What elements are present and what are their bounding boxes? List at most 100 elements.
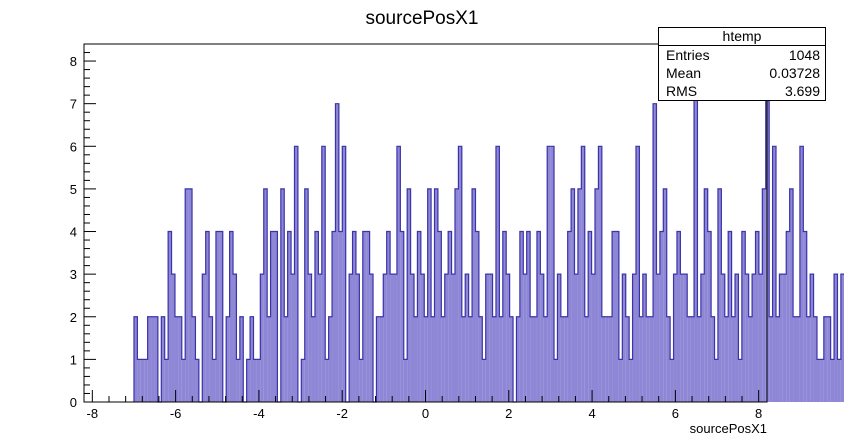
histogram-bin xyxy=(649,316,654,402)
histogram-bin xyxy=(646,316,650,402)
histogram-bin xyxy=(680,274,684,402)
histogram-bin xyxy=(615,231,619,402)
histogram-bin xyxy=(789,188,794,402)
histogram-bin xyxy=(673,274,677,402)
chart-title: sourcePosX1 xyxy=(365,8,479,29)
histogram-bin xyxy=(161,316,165,402)
y-tick-label: 4 xyxy=(70,225,77,240)
histogram-bin xyxy=(376,316,380,402)
histogram-bin xyxy=(492,316,496,402)
histogram-bin xyxy=(772,146,776,402)
histogram-bin xyxy=(752,274,756,402)
histogram-bin xyxy=(379,316,384,402)
stats-box-title: htemp xyxy=(659,28,825,46)
histogram-bin xyxy=(325,359,329,402)
histogram-bin xyxy=(478,316,483,402)
histogram-bin xyxy=(431,316,435,402)
histogram-bin xyxy=(806,316,811,402)
histogram-bin xyxy=(591,274,595,402)
x-tick-label: 6 xyxy=(672,406,679,421)
histogram-bin xyxy=(366,231,370,402)
histogram-bin xyxy=(704,188,708,402)
histogram-bin xyxy=(318,274,322,402)
histogram-bin xyxy=(574,274,578,402)
histogram-bin xyxy=(154,316,158,402)
histogram-bin xyxy=(427,188,432,402)
histogram-bin xyxy=(472,188,476,402)
histogram-bin xyxy=(267,316,271,402)
histogram-bin xyxy=(837,359,841,402)
histogram-bin xyxy=(321,146,326,402)
histogram-bin xyxy=(400,231,404,402)
histogram-bin xyxy=(168,231,172,402)
histogram-bin xyxy=(328,316,333,402)
histogram-bin xyxy=(239,316,244,402)
histogram-bin xyxy=(816,359,821,402)
histogram-bin xyxy=(151,316,155,402)
histogram-bin xyxy=(280,188,285,402)
histogram-bin xyxy=(209,316,213,402)
histogram-bin xyxy=(253,359,257,402)
histogram-bin xyxy=(335,103,339,403)
histogram-bin xyxy=(458,146,462,402)
histogram-bin xyxy=(731,316,736,402)
histogram-bin xyxy=(308,274,312,402)
stats-row-mean: Mean 0.03728 xyxy=(659,64,825,82)
histogram-bin xyxy=(178,316,182,402)
histogram-bin xyxy=(420,274,425,402)
histogram-bin xyxy=(144,359,148,402)
histogram-bin xyxy=(697,316,701,402)
histogram-bin xyxy=(410,274,414,402)
histogram-bin xyxy=(301,359,305,402)
histogram-bin xyxy=(707,231,712,402)
histogram-bin xyxy=(598,146,602,402)
stats-row-rms: RMS 3.699 xyxy=(659,82,825,100)
histogram-bin xyxy=(543,316,548,402)
histogram-bin xyxy=(745,274,749,402)
histogram-bin xyxy=(793,316,797,402)
histogram-bin xyxy=(311,316,315,402)
histogram-bin xyxy=(147,316,152,402)
histogram-bin xyxy=(782,274,787,402)
histogram-bin xyxy=(601,316,606,402)
x-tick-label: 2 xyxy=(505,406,512,421)
stats-label: Mean xyxy=(666,65,702,81)
histogram-bin xyxy=(226,316,230,402)
histogram-bin xyxy=(437,231,442,402)
histogram-bin xyxy=(717,188,722,402)
histogram-bin xyxy=(403,359,408,402)
histogram-bin xyxy=(530,316,534,402)
histogram-bin xyxy=(451,274,455,402)
histogram-bin xyxy=(595,188,599,402)
x-tick-label: -8 xyxy=(87,406,99,421)
histogram-bin xyxy=(246,359,251,402)
histogram-bin xyxy=(810,274,814,402)
histogram-bin xyxy=(284,316,288,402)
stats-box: htemp Entries 1048 Mean 0.03728 RMS 3.69… xyxy=(658,27,826,101)
histogram-bin xyxy=(659,231,664,402)
histogram-bin xyxy=(256,359,261,402)
histogram-bin xyxy=(827,316,831,402)
histogram-bin xyxy=(509,316,514,402)
histogram-bin xyxy=(735,274,739,402)
histogram-bin xyxy=(164,359,169,402)
histogram-bin xyxy=(755,231,759,402)
histogram-bin xyxy=(434,188,438,402)
histogram-bin xyxy=(625,316,630,402)
histogram-bin xyxy=(396,146,401,402)
histogram-bin xyxy=(748,316,753,402)
histogram-bin xyxy=(133,316,138,402)
y-tick-label: 7 xyxy=(70,97,77,112)
histogram-bin xyxy=(485,274,490,402)
stats-label: Entries xyxy=(666,47,710,63)
histogram-bin xyxy=(171,274,175,402)
histogram-bin xyxy=(362,231,367,402)
histogram-bin xyxy=(202,274,206,402)
histogram-bin xyxy=(622,274,626,402)
x-tick-label: -6 xyxy=(170,406,182,421)
histogram-bin xyxy=(489,274,493,402)
histogram-outline xyxy=(133,60,844,403)
y-tick-label: 1 xyxy=(70,352,77,367)
histogram-bin xyxy=(834,274,838,402)
